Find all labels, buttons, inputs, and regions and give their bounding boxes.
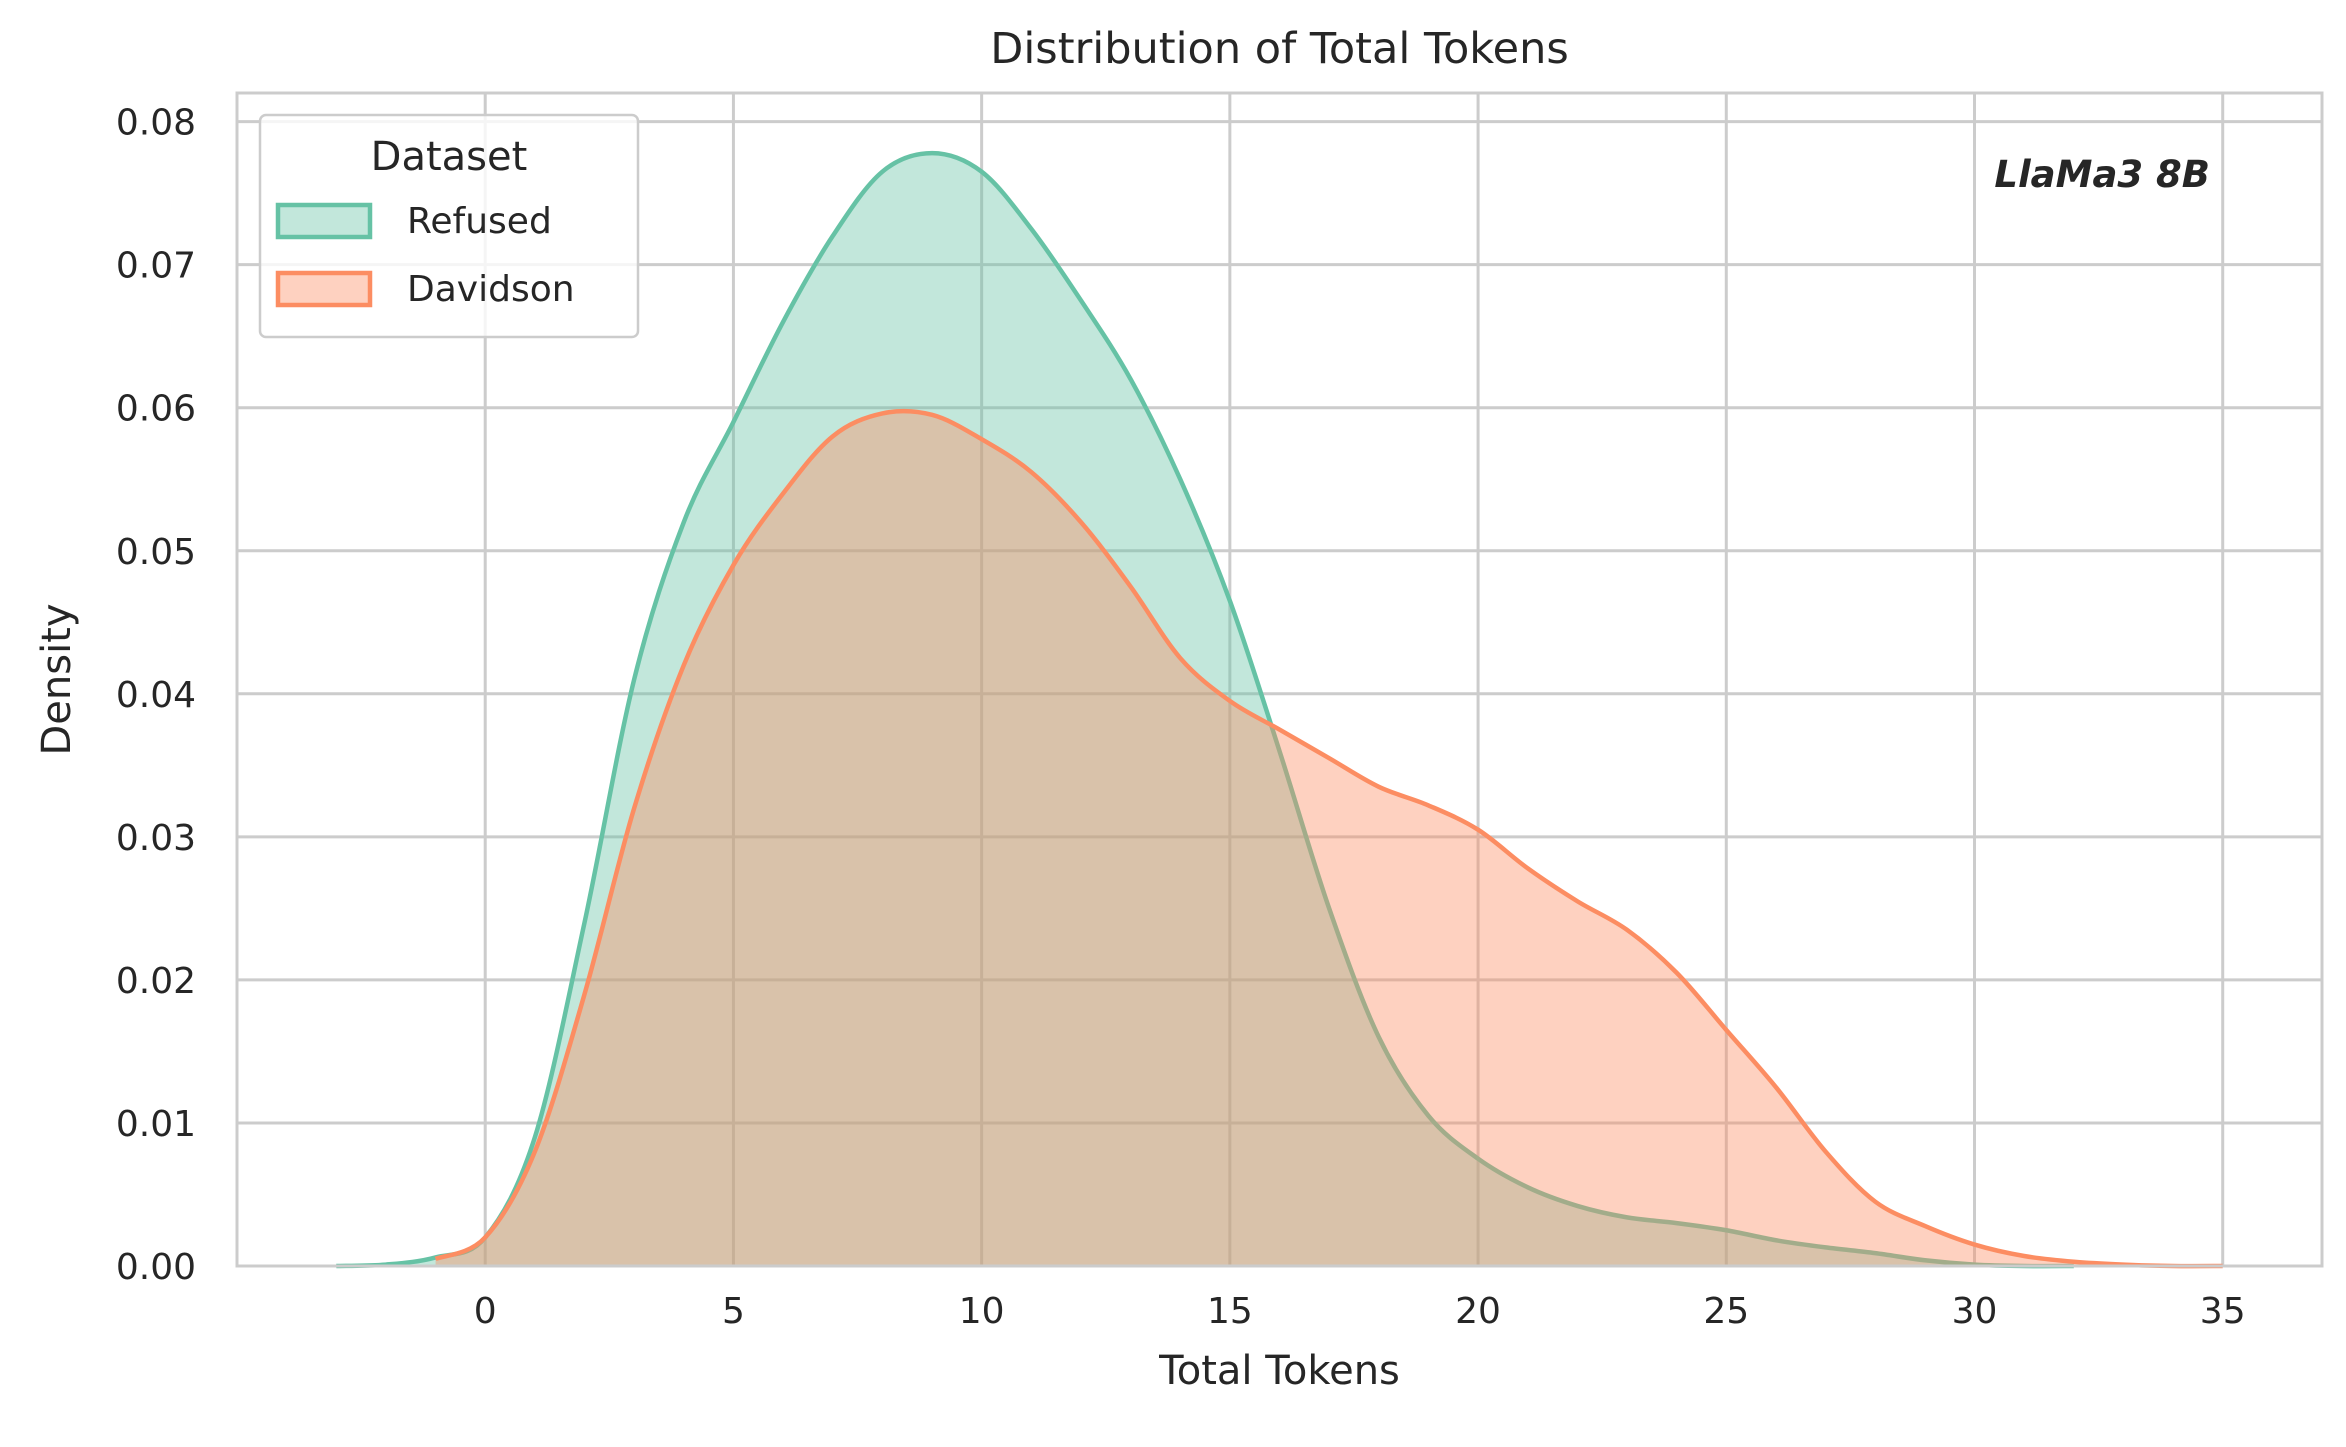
x-axis-ticks: 0 5 10 15 20 25 30 35 (474, 1291, 2246, 1332)
model-annotation: LlaMa3 8B (1994, 153, 2210, 196)
line-davidson (434, 408, 2223, 1269)
area-refused (336, 153, 2074, 1267)
legend-swatch-refused (275, 202, 373, 240)
x-tick-label: 15 (1207, 1291, 1253, 1332)
y-axis-ticks: 0.00 0.01 0.02 0.03 0.04 0.05 0.06 0.07 0.08 (116, 103, 196, 1288)
y-tick-label: 0.02 (116, 961, 196, 1002)
x-tick-label: 20 (1455, 1291, 1501, 1332)
y-tick-label: 0.04 (116, 675, 196, 716)
series-layer (336, 150, 2223, 1269)
y-tick-label: 0.07 (116, 246, 196, 287)
legend-label-davidson: Davidson (407, 269, 575, 310)
x-tick-label: 10 (959, 1291, 1005, 1332)
grid (237, 93, 2322, 1268)
legend-label-refused: Refused (407, 201, 552, 242)
area-davidson (435, 411, 2223, 1267)
y-tick-label: 0.03 (116, 818, 196, 859)
line-refused (336, 150, 2074, 1269)
legend-box (258, 113, 640, 339)
x-axis-label: Total Tokens (1158, 1348, 1400, 1394)
y-tick-label: 0.00 (116, 1247, 196, 1288)
legend-title: Dataset (371, 134, 528, 180)
x-tick-label: 0 (474, 1291, 497, 1332)
y-tick-label: 0.01 (116, 1104, 196, 1145)
x-tick-label: 35 (2200, 1291, 2246, 1332)
legend-swatch-davidson (275, 270, 373, 308)
x-tick-label: 25 (1703, 1291, 1749, 1332)
legend: Dataset Refused Davidson (258, 113, 640, 339)
y-axis-label: Density (34, 603, 80, 755)
x-tick-label: 5 (722, 1291, 745, 1332)
plot-frame (235, 91, 2324, 1268)
y-tick-label: 0.05 (116, 532, 196, 573)
y-tick-label: 0.08 (116, 103, 196, 144)
chart-title: Distribution of Total Tokens (990, 24, 1568, 74)
x-tick-label: 30 (1952, 1291, 1998, 1332)
y-tick-label: 0.06 (116, 389, 196, 430)
